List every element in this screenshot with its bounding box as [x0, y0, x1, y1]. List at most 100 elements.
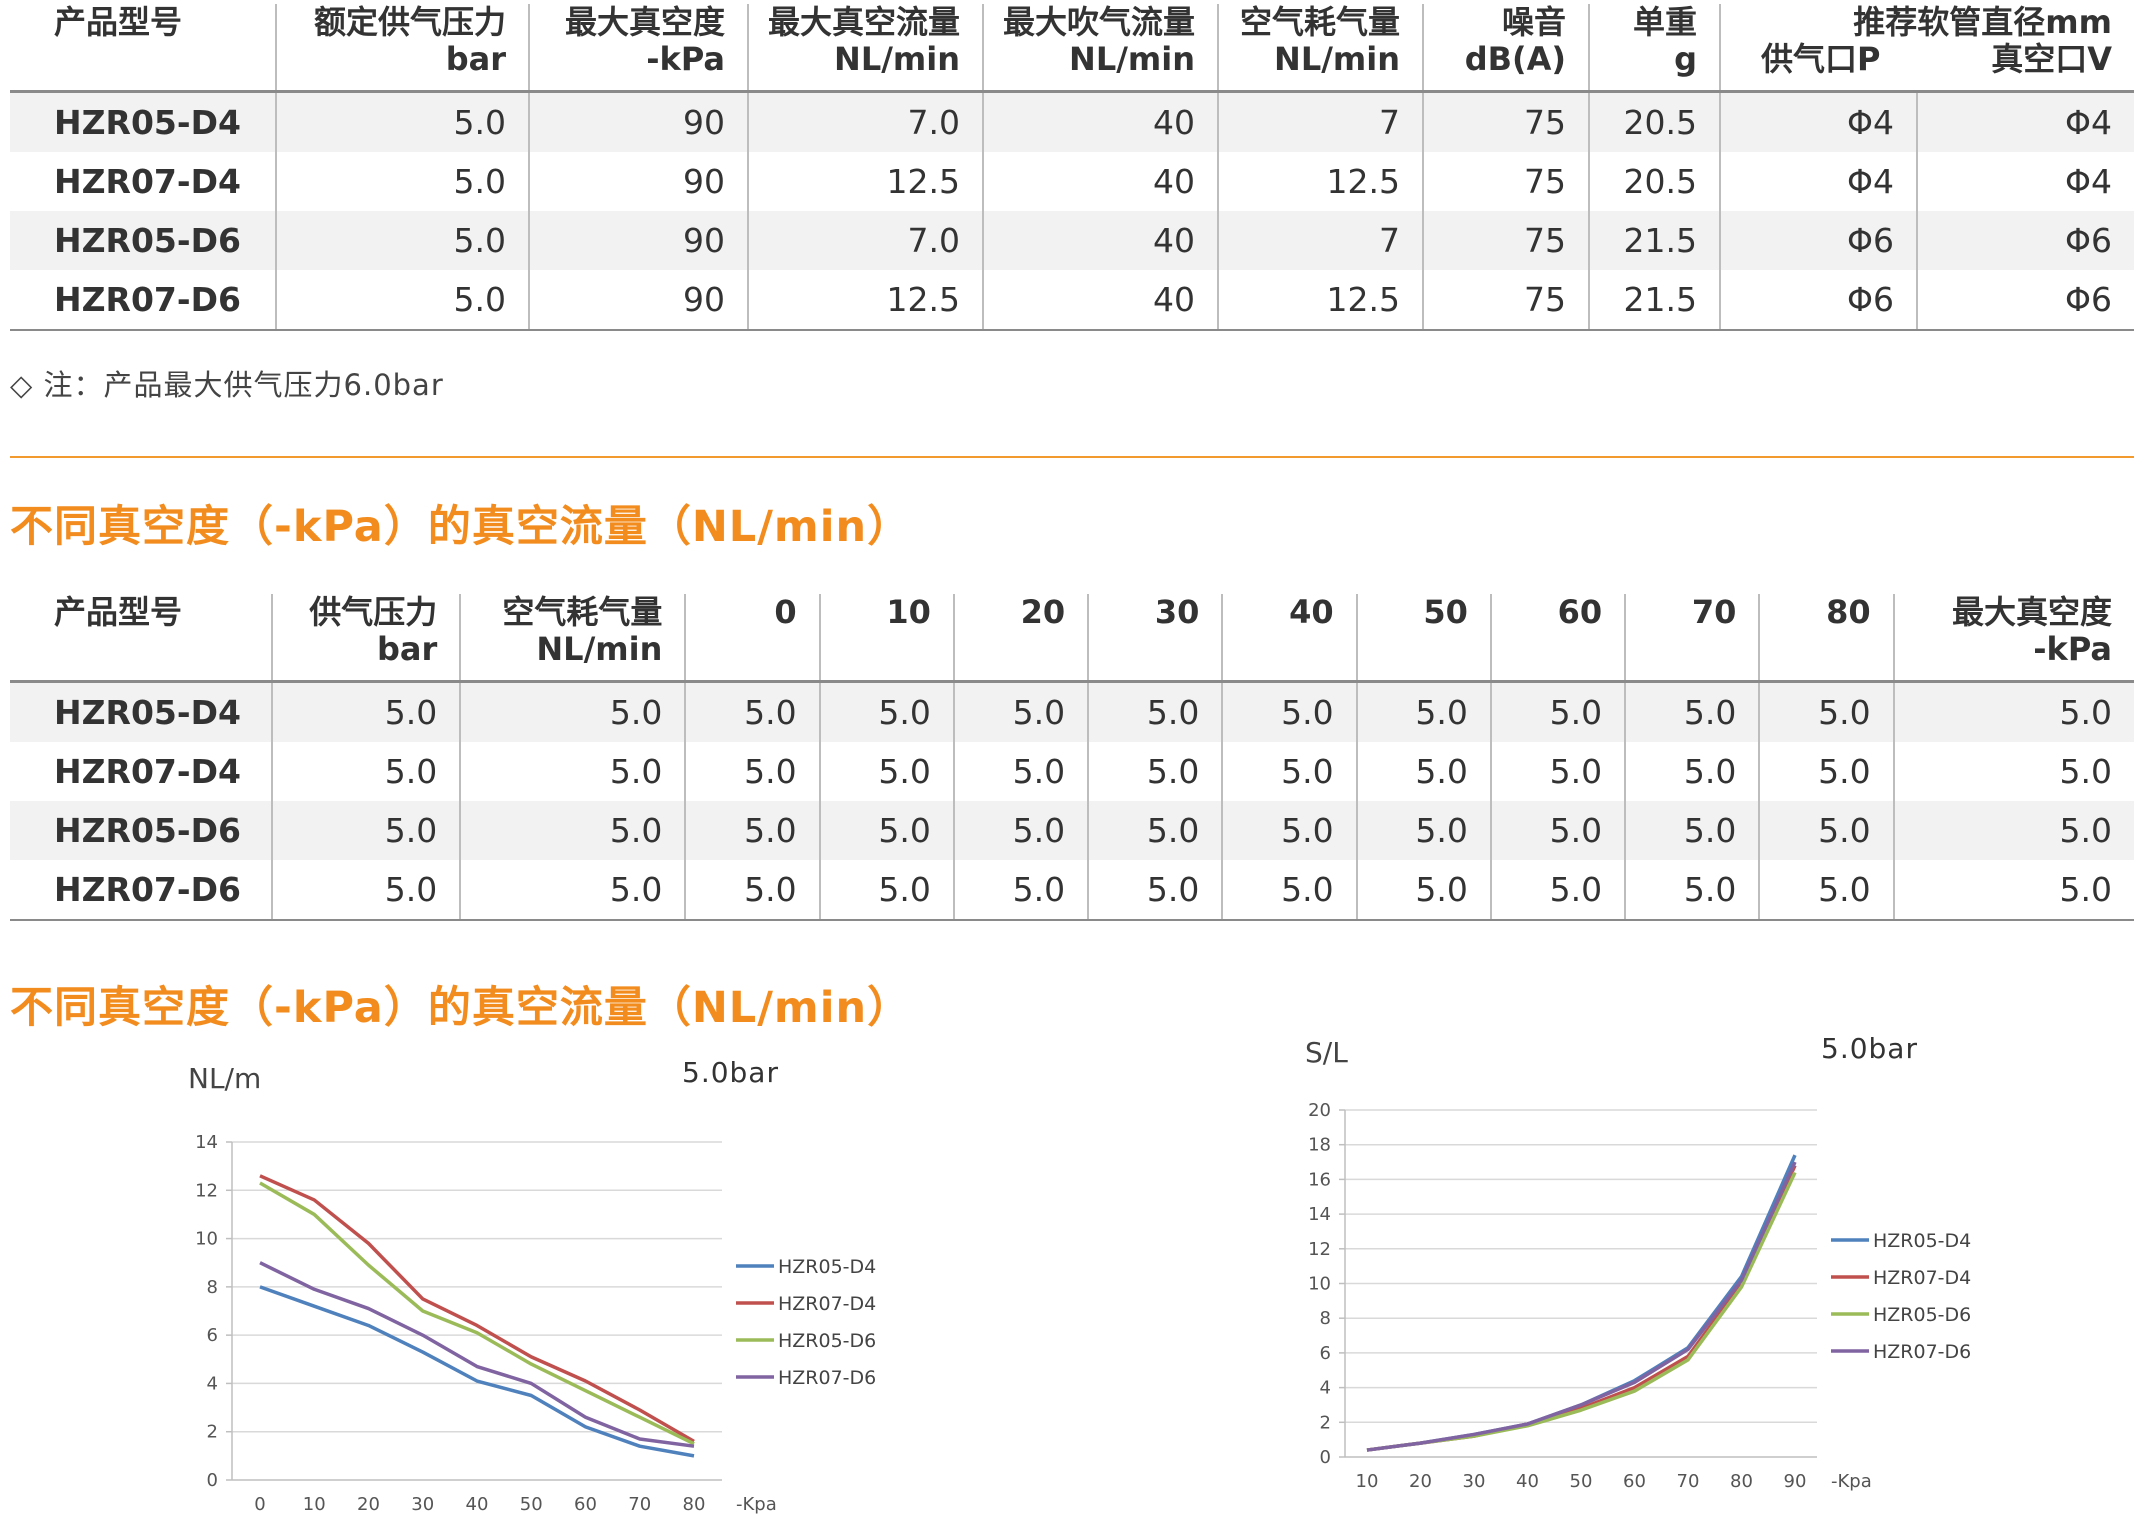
y-tick-label: 4: [207, 1373, 218, 1394]
value-cell: 5.0: [1489, 801, 1626, 860]
value-cell: 40: [982, 270, 1218, 331]
flow-header-cell: 70: [1624, 594, 1760, 683]
y-tick-label: 18: [1308, 1135, 1331, 1156]
value-cell: 5.0: [1758, 860, 1894, 921]
value-cell: 5.0: [1489, 681, 1626, 742]
value-cell: 5.0: [952, 801, 1089, 860]
y-tick-label: 14: [1308, 1204, 1331, 1225]
value-cell: 5.0: [1355, 681, 1491, 742]
value-cell: 12.5: [1217, 270, 1423, 331]
value-cell: 5.0: [1892, 742, 2134, 801]
section-title-charts: 不同真空度（-kPa）的真空流量（NL/min）: [10, 983, 912, 1033]
value-cell: 5.0: [818, 681, 954, 742]
series-line-hzr05-d6: [259, 1181, 695, 1446]
value-cell: 40: [982, 152, 1218, 211]
value-cell: 7: [1217, 211, 1423, 270]
flow-header-cell: 产品型号: [10, 594, 273, 683]
value-cell: Φ4: [1916, 91, 2134, 152]
value-cell: 5.0: [818, 801, 954, 860]
legend-label: HZR05-D4: [778, 1256, 876, 1278]
legend-label: HZR05-D4: [1873, 1230, 1971, 1252]
hose-header-title: 推荐软管直径mm: [1853, 3, 2112, 41]
value-cell: 90: [528, 152, 748, 211]
x-axis-label: -Kpa: [1831, 1471, 1872, 1492]
legend-label: HZR07-D6: [1873, 1341, 1971, 1363]
x-tick-label: 80: [1730, 1471, 1753, 1492]
value-cell: 5.0: [1221, 742, 1357, 801]
value-cell: 20.5: [1588, 91, 1720, 152]
hose-header-supply: 供气口P: [1761, 40, 1881, 78]
value-cell: 5.0: [1355, 801, 1491, 860]
x-tick-label: 70: [628, 1494, 651, 1515]
y-axis-label: NL/m: [188, 1062, 261, 1095]
y-tick-label: 8: [207, 1277, 218, 1298]
value-cell: 75: [1422, 91, 1589, 152]
value-cell: 40: [982, 211, 1218, 270]
value-cell: Φ4: [1916, 152, 2134, 211]
flow-header-cell: 最大真空度 -kPa: [1892, 594, 2134, 683]
model-cell: HZR05-D4: [10, 681, 273, 742]
model-cell: HZR07-D4: [54, 752, 241, 791]
table-row: HZR05-D4 5.0 5.0 5.0 5.0 5.0 5.0 5.0 5.0 5.0 5.0 5.…: [10, 681, 2134, 742]
value-cell: 5.0: [818, 742, 954, 801]
x-tick-label: 30: [1463, 1471, 1486, 1492]
value-cell: 75: [1422, 152, 1589, 211]
x-tick-label: 80: [683, 1494, 706, 1515]
suction-time-chart: 0 2 4 6 8 10 12 14 16 18 20 10 20 30 40 50 60 70 80 90 -Kpa S…: [1305, 1032, 1971, 1492]
value-cell: 5.0: [1892, 860, 2134, 921]
y-tick-label: 12: [1308, 1239, 1331, 1260]
legend-label: HZR05-D6: [778, 1330, 876, 1352]
value-cell: 5.0: [684, 860, 820, 921]
y-tick-label: 12: [195, 1180, 218, 1201]
legend-label: HZR05-D6: [1873, 1304, 1971, 1326]
flow-header-cell: 10: [818, 594, 954, 683]
specs-table: 产品型号 额定供气压力 bar 最大真空度 -kPa 最大真空流量 NL/min…: [10, 4, 2134, 331]
value-cell: 5.0: [271, 860, 461, 921]
y-tick-label: 16: [1308, 1169, 1331, 1190]
value-cell: 90: [528, 270, 748, 331]
value-cell: 5.0: [818, 860, 954, 921]
x-tick-label: 20: [357, 1494, 380, 1515]
specs-header-max-blow-flow: 最大吹气流量 NL/min: [982, 4, 1218, 93]
legend-label: HZR07-D6: [778, 1367, 876, 1389]
specs-header-max-vacuum-flow: 最大真空流量 NL/min: [747, 4, 983, 93]
value-cell: 5.0: [459, 860, 686, 921]
specs-header-weight: 单重 g: [1588, 4, 1720, 93]
value-cell: 12.5: [1217, 152, 1423, 211]
value-cell: 5.0: [1892, 681, 2134, 742]
specs-header-max-vacuum: 最大真空度 -kPa: [528, 4, 748, 93]
specs-header-hose: 推荐软管直径mm 供气口P 真空口V: [1719, 3, 2134, 93]
value-cell: 5.0: [275, 270, 529, 331]
section-title-flow-table: 不同真空度（-kPa）的真空流量（NL/min）: [10, 502, 912, 552]
value-cell: Φ4: [1719, 152, 1917, 211]
x-tick-label: 30: [411, 1494, 434, 1515]
table-row: HZR05-D6 5.0 90 7.0 40 7 75 21.5 Φ6 Φ6: [10, 211, 2134, 270]
flow-header-cell: 80: [1758, 594, 1894, 683]
value-cell: 5.0: [1758, 801, 1894, 860]
x-tick-label: 70: [1677, 1471, 1700, 1492]
note-text: ◇ 注：产品最大供气压力6.0bar: [10, 368, 444, 402]
flow-header-cell: 20: [952, 594, 1089, 683]
y-tick-label: 6: [1320, 1343, 1331, 1364]
y-tick-label: 10: [1308, 1274, 1331, 1295]
value-cell: 5.0: [952, 860, 1089, 921]
x-tick-label: 50: [1570, 1471, 1593, 1492]
flow-header-cell: 空气耗气量 NL/min: [459, 594, 686, 683]
series-line-hzr07-d4: [259, 1174, 695, 1443]
value-cell: 5.0: [271, 742, 461, 801]
y-tick-label: 4: [1320, 1378, 1331, 1399]
x-tick-label: 50: [520, 1494, 543, 1515]
value-cell: 20.5: [1588, 152, 1720, 211]
value-cell: 5.0: [1087, 681, 1223, 742]
value-cell: 5.0: [1624, 801, 1760, 860]
value-cell: 12.5: [747, 270, 983, 331]
value-cell: 5.0: [275, 152, 529, 211]
value-cell: 21.5: [1588, 270, 1720, 331]
value-cell: 75: [1422, 270, 1589, 331]
value-cell: 5.0: [459, 801, 686, 860]
specs-header-rated-pressure: 额定供气压力 bar: [275, 4, 529, 93]
value-cell: Φ6: [1719, 211, 1917, 270]
chart-title: 5.0bar: [1821, 1032, 1918, 1065]
y-tick-label: 6: [207, 1325, 218, 1346]
value-cell: 5.0: [1758, 742, 1894, 801]
